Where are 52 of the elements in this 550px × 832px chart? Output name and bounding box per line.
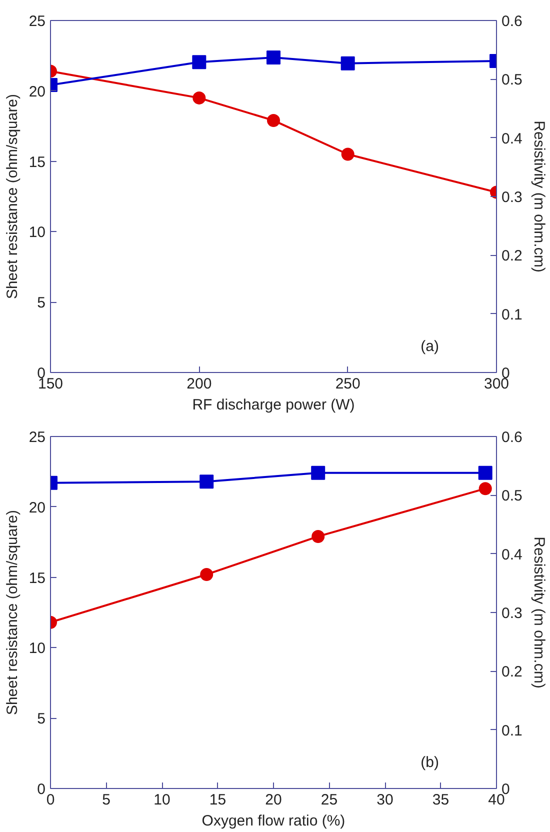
y-tick-label: 5 <box>37 294 46 312</box>
x-tick-label: 25 <box>320 792 338 808</box>
point <box>341 148 354 161</box>
y-tick-label: 25 <box>28 429 46 446</box>
y2-tick-label: 0.5 <box>502 488 522 505</box>
y2-tick-label: 0.3 <box>502 605 522 622</box>
y2-tick-label: 0.2 <box>502 664 522 681</box>
x-tick-label: 250 <box>335 376 360 392</box>
y2-tick-label: 0.2 <box>502 248 522 265</box>
y-tick-label: 25 <box>28 13 46 30</box>
y2-tick-label: 0.4 <box>502 546 522 564</box>
x-tick-label: 30 <box>376 792 394 808</box>
y-axis-title: Sheet resistance (ohm/square) <box>4 94 21 300</box>
y-tick-label: 10 <box>28 640 46 658</box>
x-tick-label: 10 <box>154 792 170 808</box>
x-tick-label: 35 <box>432 792 450 808</box>
y2-tick-label: 0.1 <box>502 722 522 740</box>
point <box>340 56 355 70</box>
x-tick-label: 15 <box>209 792 226 808</box>
point <box>200 568 214 581</box>
y2-tick-label: 0.6 <box>502 429 522 446</box>
point <box>192 91 206 104</box>
point <box>192 55 206 70</box>
y-tick-label: 5 <box>37 710 46 728</box>
point <box>267 114 280 127</box>
y2-tick-label: 0.5 <box>502 72 522 89</box>
y-tick-label: 10 <box>28 224 46 242</box>
y-tick-label: 15 <box>28 570 46 587</box>
x-tick-label: 5 <box>102 792 110 808</box>
y2-tick-label: 0.6 <box>502 13 522 30</box>
point <box>312 530 325 543</box>
y2-tick-label: 0.1 <box>502 306 522 324</box>
y-tick-label: 0 <box>37 781 46 798</box>
point <box>311 466 326 480</box>
x-tick-label: 200 <box>186 376 212 392</box>
y2-tick-label: 0.3 <box>502 189 522 206</box>
y2-axis-title: Resistivity (m ohm.cm) <box>530 536 548 688</box>
point <box>478 482 492 496</box>
point <box>266 50 280 64</box>
y2-tick-label: 0.4 <box>502 130 522 148</box>
y-tick-label: 15 <box>28 154 46 171</box>
point <box>200 474 214 489</box>
x-tick-label: 20 <box>265 792 282 808</box>
y-tick-label: 20 <box>28 499 46 516</box>
y-axis-title: Sheet resistance (ohm/square) <box>4 510 21 716</box>
x-axis-title: RF discharge power (W) <box>192 396 355 414</box>
x-axis-title: Oxygen flow ratio (%) <box>202 812 346 830</box>
y-tick-label: 20 <box>28 83 46 100</box>
annotation: (a) <box>420 338 440 355</box>
annotation: (b) <box>420 754 440 771</box>
y2-axis-title: Resistivity (m ohm.cm) <box>530 120 548 272</box>
point <box>478 466 492 480</box>
